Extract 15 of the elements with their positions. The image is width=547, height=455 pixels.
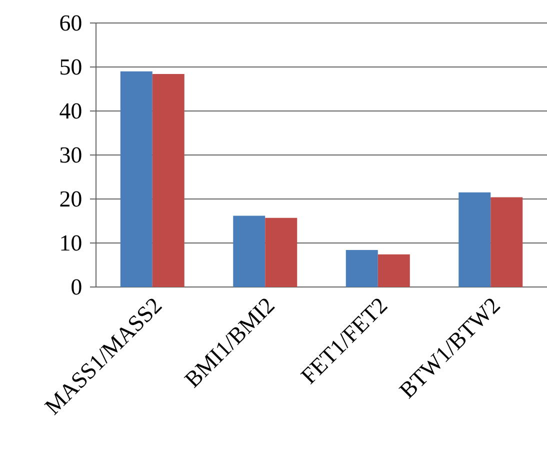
y-tick-label: 60 xyxy=(60,15,82,31)
bar xyxy=(378,254,410,287)
bar xyxy=(458,192,491,287)
y-tick-label: 30 xyxy=(60,147,82,163)
bar xyxy=(265,218,298,287)
bar xyxy=(233,216,266,287)
bar xyxy=(152,74,184,287)
y-tick-label: 0 xyxy=(72,279,82,295)
bar xyxy=(120,71,152,287)
y-tick-label: 20 xyxy=(60,191,82,207)
y-tick-label: 50 xyxy=(60,59,82,75)
bar xyxy=(346,250,378,287)
bar xyxy=(490,197,523,287)
y-tick-label: 10 xyxy=(61,235,82,251)
y-tick-label: 40 xyxy=(60,103,82,119)
